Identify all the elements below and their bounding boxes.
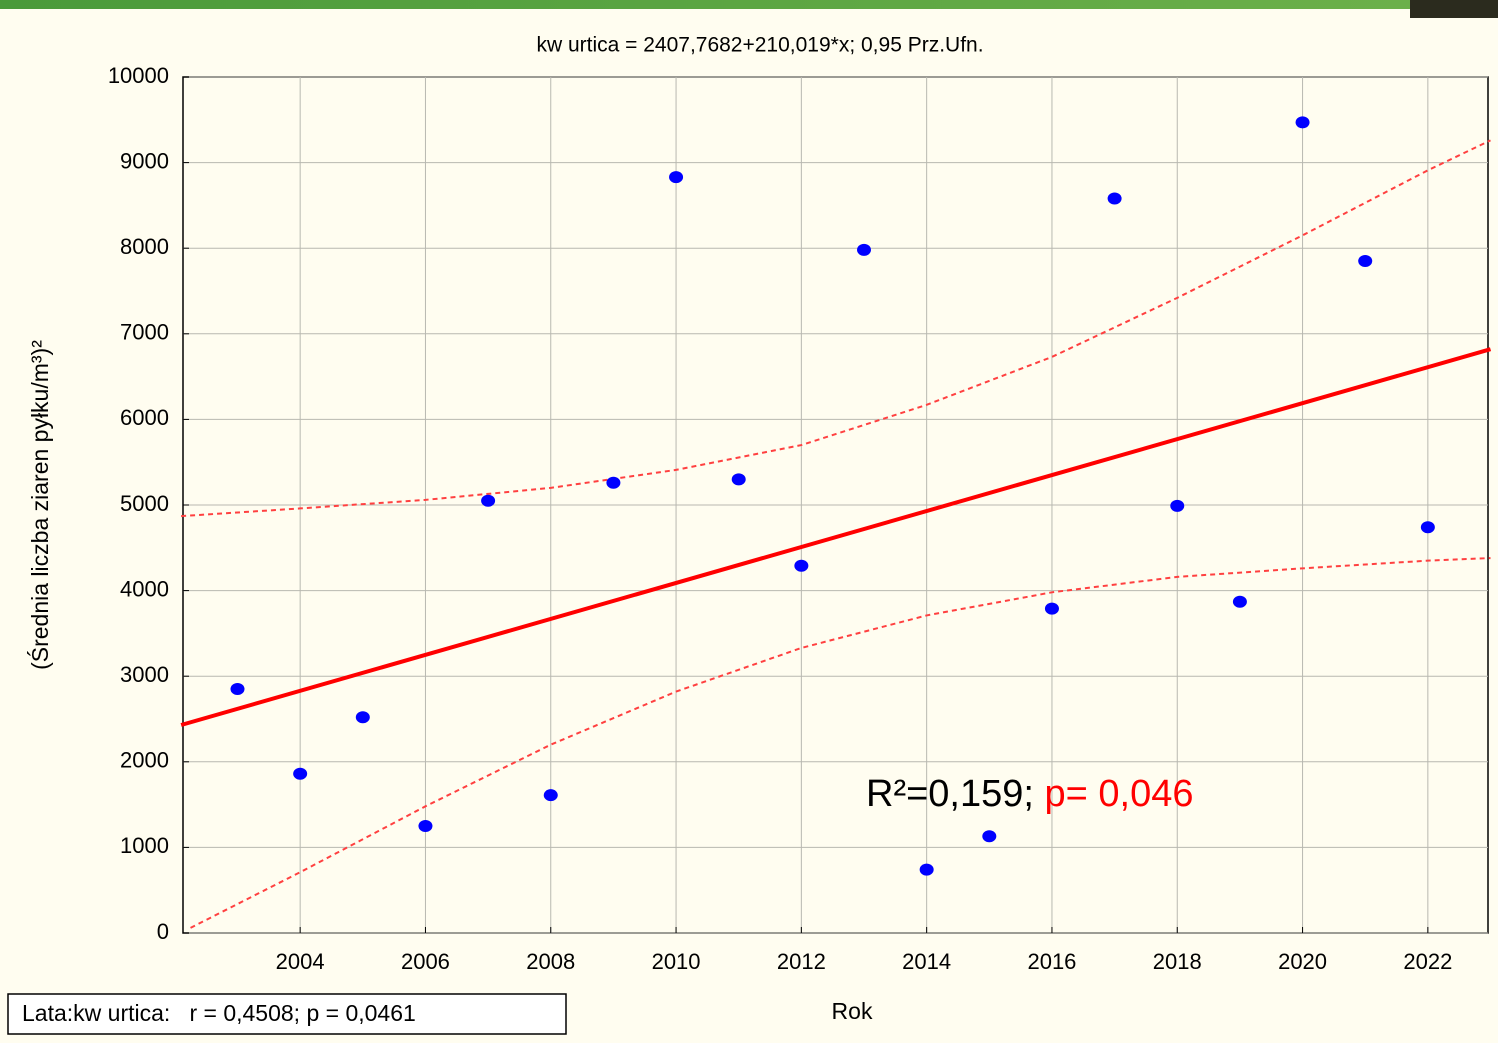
- y-axis-label: (Średnia liczba ziaren pyłku/m³)²: [26, 340, 53, 670]
- data-point: [1170, 499, 1185, 512]
- y-tick-label: 9000: [120, 148, 169, 173]
- x-tick-label: 2020: [1278, 949, 1327, 974]
- data-point: [1044, 602, 1059, 615]
- y-tick-label: 5000: [120, 491, 169, 516]
- data-point: [481, 494, 496, 507]
- y-tick-label: 1000: [120, 833, 169, 858]
- stats-text: Lata:kw urtica: r = 0,4508; p = 0,0461: [22, 1000, 416, 1026]
- regression-line: [180, 347, 1492, 727]
- data-point: [293, 767, 308, 780]
- p-value: p= 0,046: [1045, 773, 1194, 815]
- data-point: [606, 476, 621, 489]
- top-bar: [0, 0, 1410, 9]
- x-tick-label: 2006: [401, 949, 450, 974]
- data-point: [982, 830, 997, 843]
- x-tick-label: 2016: [1027, 949, 1076, 974]
- y-tick-label: 4000: [120, 576, 169, 601]
- data-point: [1295, 116, 1310, 129]
- confidence-band: [181, 139, 1491, 518]
- y-tick-label: 6000: [120, 405, 169, 430]
- data-point: [669, 171, 684, 184]
- data-point: [543, 789, 558, 802]
- y-tick-label: 8000: [120, 234, 169, 259]
- y-tick-label: 7000: [120, 320, 169, 345]
- x-tick-label: 2022: [1403, 949, 1452, 974]
- data-point: [1358, 255, 1373, 268]
- data-point: [1107, 192, 1122, 205]
- r2: R²=0,159;: [866, 773, 1045, 815]
- x-tick-label: 2012: [777, 949, 826, 974]
- x-axis-label: Rok: [832, 998, 873, 1024]
- data-point: [919, 863, 934, 876]
- x-tick-label: 2004: [276, 949, 325, 974]
- annotation: R²=0,159; p= 0,046: [866, 773, 1193, 815]
- y-tick-label: 2000: [120, 748, 169, 773]
- x-tick-label: 2008: [526, 949, 575, 974]
- chart-title: kw urtica = 2407,7682+210,019*x; 0,95 Pr…: [536, 34, 983, 57]
- x-tick-label: 2014: [902, 949, 951, 974]
- corner: [1410, 0, 1498, 18]
- data-point: [418, 820, 433, 832]
- data-point: [794, 559, 809, 572]
- y-tick-label: 0: [157, 919, 169, 944]
- y-tick-label: 10000: [108, 63, 169, 88]
- y-tick-label: 3000: [120, 662, 169, 687]
- data-point: [857, 243, 872, 256]
- data-point: [230, 683, 245, 696]
- data-point: [355, 711, 370, 724]
- x-tick-label: 2018: [1153, 949, 1202, 974]
- data-point: [731, 473, 746, 486]
- data-point: [1420, 521, 1435, 534]
- x-tick-label: 2010: [652, 949, 701, 974]
- data-point: [1232, 595, 1247, 608]
- stats-box: [7, 993, 567, 1035]
